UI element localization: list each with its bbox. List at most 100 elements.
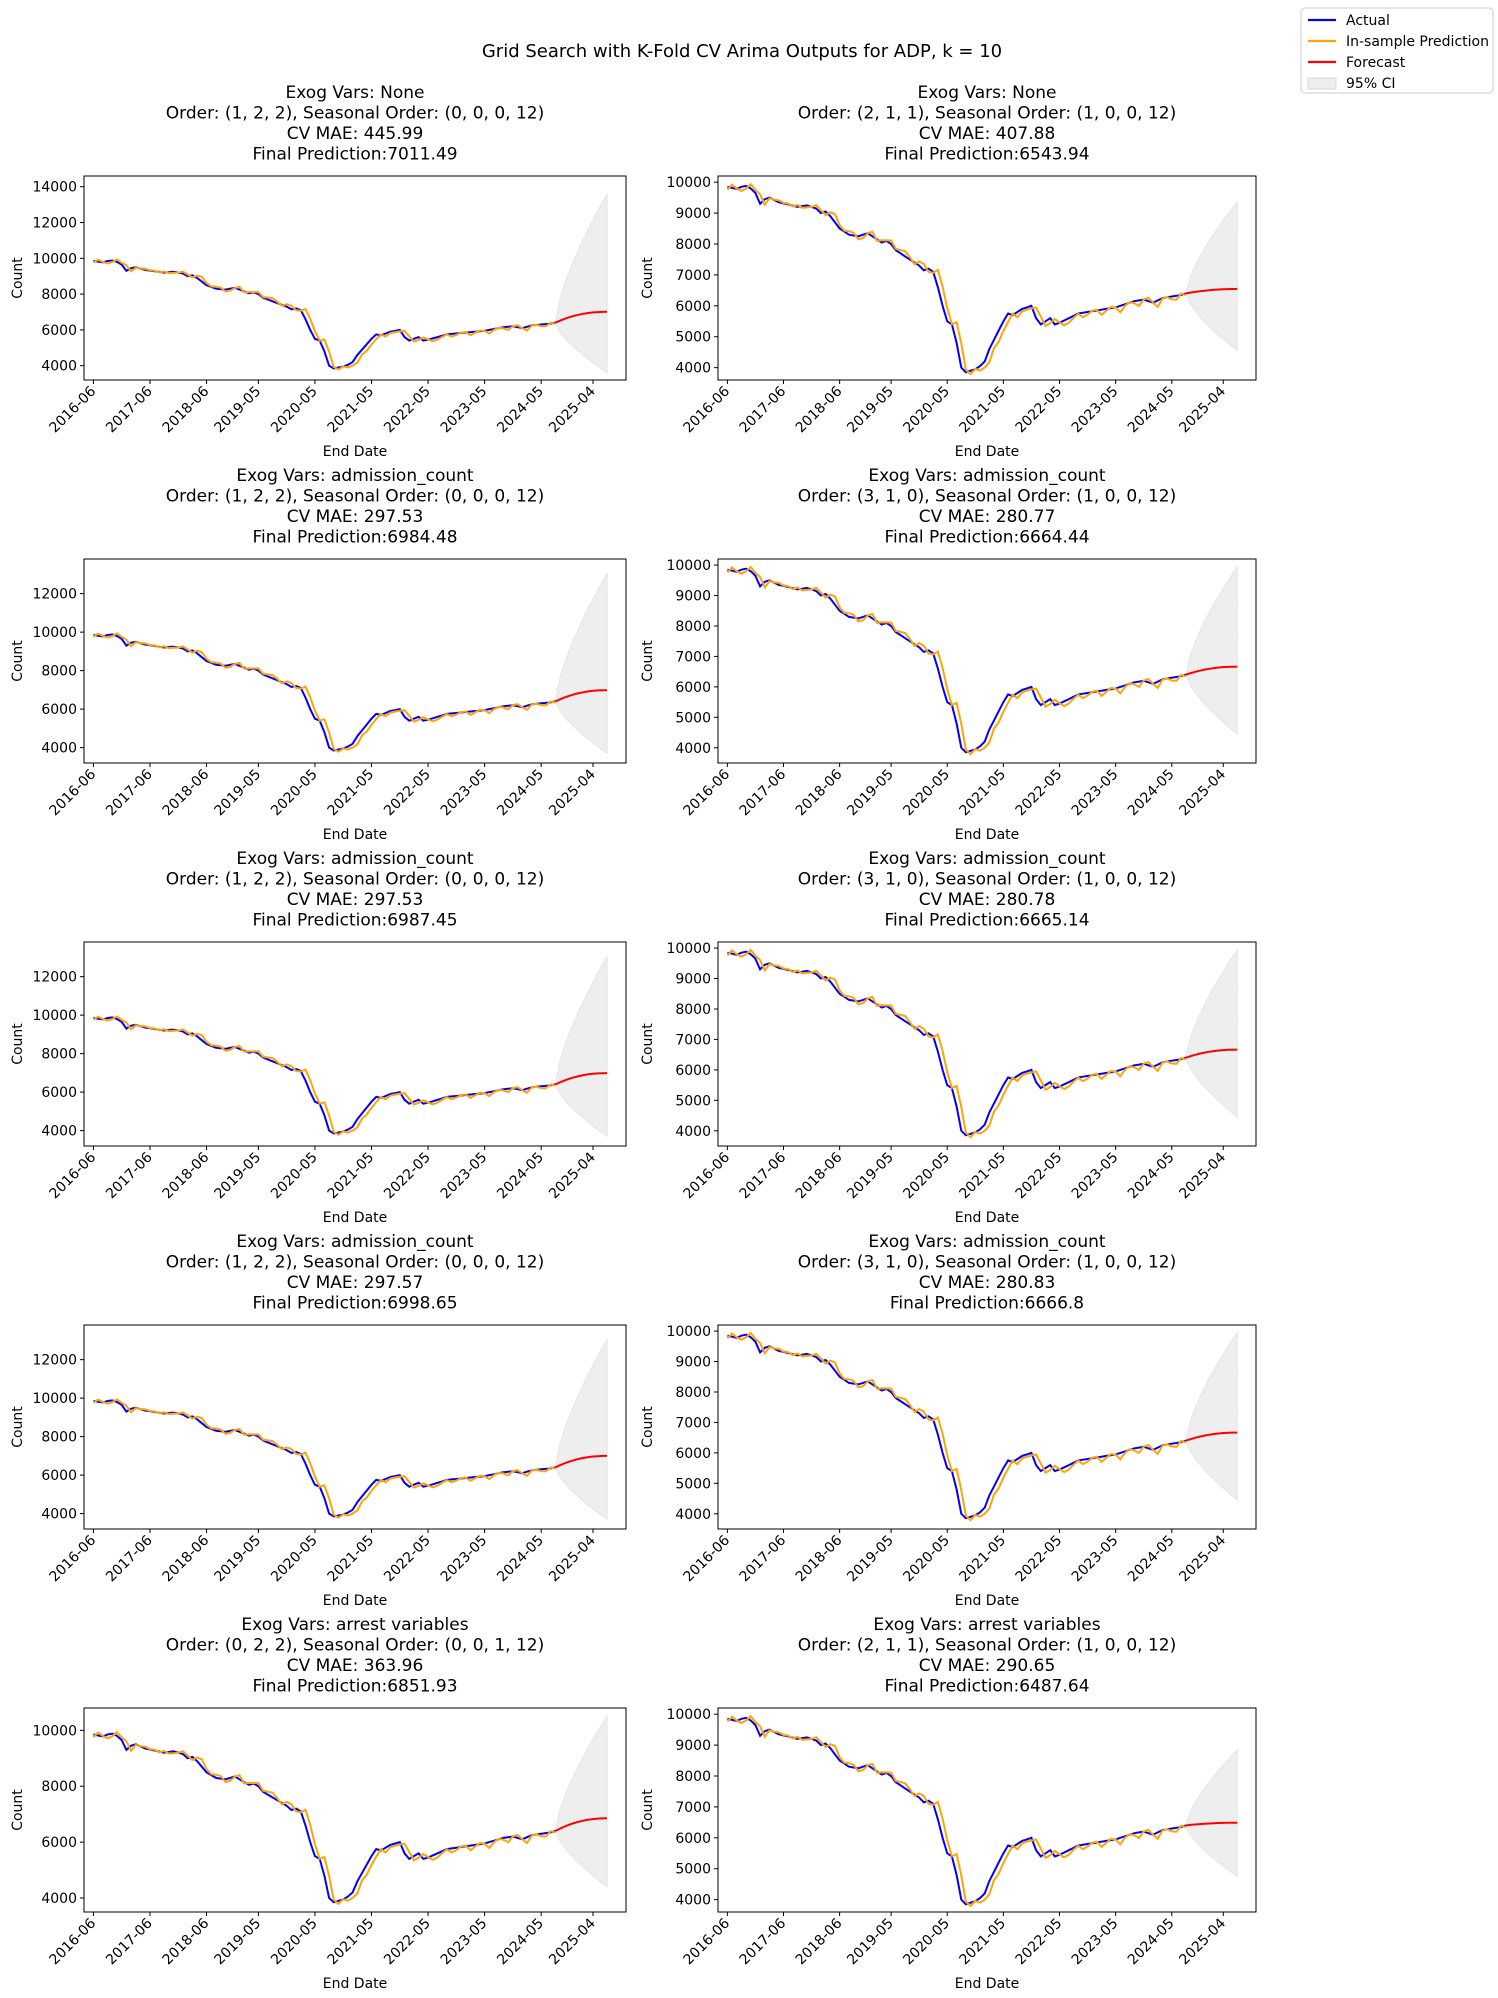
y-tick-label: 4000 [675,741,711,757]
x-tick-label: 2022-05 [1013,384,1066,437]
subplot-title-line: Order: (1, 2, 2), Seasonal Order: (0, 0,… [166,1253,544,1273]
x-tick-label: 2022-05 [381,767,434,820]
x-tick-label: 2016-06 [681,1149,734,1202]
actual-line [727,1333,1187,1520]
x-tick-label: 2019-05 [844,384,897,437]
x-tick-label: 2024-05 [1125,1916,1178,1969]
y-axis-label: Count [10,1023,26,1065]
x-axis-label: End Date [323,1210,388,1226]
x-tick-label: 2017-06 [737,383,790,436]
subplot-title-line: Order: (3, 1, 0), Seasonal Order: (1, 0,… [798,1253,1176,1273]
y-tick-label: 4000 [41,359,77,375]
y-tick-label: 9000 [675,206,711,222]
y-tick-label: 5000 [675,1862,711,1878]
subplot-title-line: Final Prediction:6487.64 [884,1677,1089,1697]
y-tick-label: 7000 [675,1415,711,1431]
y-tick-label: 4000 [675,1893,711,1909]
x-tick-label: 2018-06 [160,766,213,819]
x-axis-label: End Date [323,827,388,843]
x-tick-label: 2024-05 [494,767,547,820]
x-tick-label: 2021-05 [325,1533,378,1586]
x-tick-label: 2020-05 [268,767,321,820]
x-tick-label: 2016-06 [47,383,100,436]
forecast-line [1185,288,1238,295]
axes-frame [83,941,627,1147]
plot-area [92,1337,608,1521]
subplot-title-line: Final Prediction:6665.14 [884,911,1089,931]
x-tick-label: 2023-05 [1069,767,1122,820]
subplot-title-line: Order: (1, 2, 2), Seasonal Order: (0, 0,… [166,487,544,507]
y-tick-label: 7000 [675,649,711,665]
x-tick-label: 2021-05 [957,1916,1010,1969]
x-axis-label: End Date [955,827,1020,843]
x-tick-label: 2023-05 [438,1916,491,1969]
x-tick-label: 2016-06 [47,766,100,819]
x-tick-label: 2016-06 [681,1915,734,1968]
x-tick-label: 2016-06 [681,766,734,819]
actual-line [93,259,556,370]
x-tick-label: 2018-06 [793,1532,846,1585]
y-tick-label: 10000 [666,1707,711,1723]
subplot-title-line: Final Prediction:7011.49 [252,145,457,165]
insample-line [726,565,1187,756]
x-tick-label: 2021-05 [325,767,378,820]
y-tick-label: 5000 [675,330,711,346]
x-tick-label: 2022-05 [1013,767,1066,820]
x-tick-label: 2022-05 [381,1533,434,1586]
x-tick-label: 2020-05 [900,1533,953,1586]
legend-entry-label: 95% CI [1346,76,1395,92]
axes-frame [83,1324,627,1530]
y-tick-label: 12000 [32,587,77,603]
y-tick-label: 8000 [675,237,711,253]
x-tick-label: 2017-06 [737,766,790,819]
legend: Actual In-sample Prediction Forecast 95% CI [1300,7,1494,94]
x-tick-label: 2019-05 [844,1533,897,1586]
x-tick-label: 2020-05 [900,1150,953,1203]
x-tick-label: 2017-06 [103,383,156,436]
ci-band [1185,201,1238,352]
x-tick-label: 2023-05 [1069,1916,1122,1969]
y-tick-label: 10000 [666,558,711,574]
x-tick-label: 2017-06 [737,1915,790,1968]
ci-band [1185,565,1238,735]
x-tick-label: 2018-06 [793,1915,846,1968]
y-tick-label: 6000 [675,1063,711,1079]
actual-line [727,184,1187,374]
x-tick-label: 2021-05 [325,1916,378,1969]
y-tick-label: 8000 [675,619,711,635]
axes-frame [717,941,1257,1147]
axes-frame [83,1707,627,1913]
x-tick-label: 2018-06 [160,1532,213,1585]
x-tick-label: 2025-04 [546,766,599,819]
y-axis-label: Count [640,257,656,299]
x-axis-label: End Date [955,1976,1020,1992]
insample-line [726,182,1187,376]
y-tick-label: 12000 [32,970,77,986]
axes-frame [83,175,627,381]
x-axis-label: End Date [323,1976,388,1992]
x-tick-label: 2025-04 [1176,383,1229,436]
y-tick-label: 8000 [41,664,77,680]
actual-line [727,567,1187,754]
x-tick-label: 2021-05 [957,767,1010,820]
x-tick-label: 2023-05 [1069,1150,1122,1203]
x-tick-label: 2018-06 [160,1915,213,1968]
actual-line [727,1716,1187,1906]
subplot-title-line: Final Prediction:6543.94 [884,145,1089,165]
x-tick-label: 2025-04 [546,1915,599,1968]
x-tick-label: 2022-05 [381,1150,434,1203]
subplot-title-line: Exog Vars: None [286,83,425,103]
subplot-title-line: Final Prediction:6851.93 [252,1677,457,1697]
y-tick-label: 12000 [32,1353,77,1369]
subplot-title-line: Exog Vars: admission_count [868,1232,1105,1252]
subplot-title-line: Final Prediction:6998.65 [252,1294,457,1314]
x-tick-label: 2025-04 [1176,1915,1229,1968]
x-tick-label: 2022-05 [381,384,434,437]
x-tick-label: 2023-05 [1069,384,1122,437]
y-tick-label: 6000 [675,1831,711,1847]
plot-area [92,192,608,374]
x-tick-label: 2016-06 [47,1532,100,1585]
